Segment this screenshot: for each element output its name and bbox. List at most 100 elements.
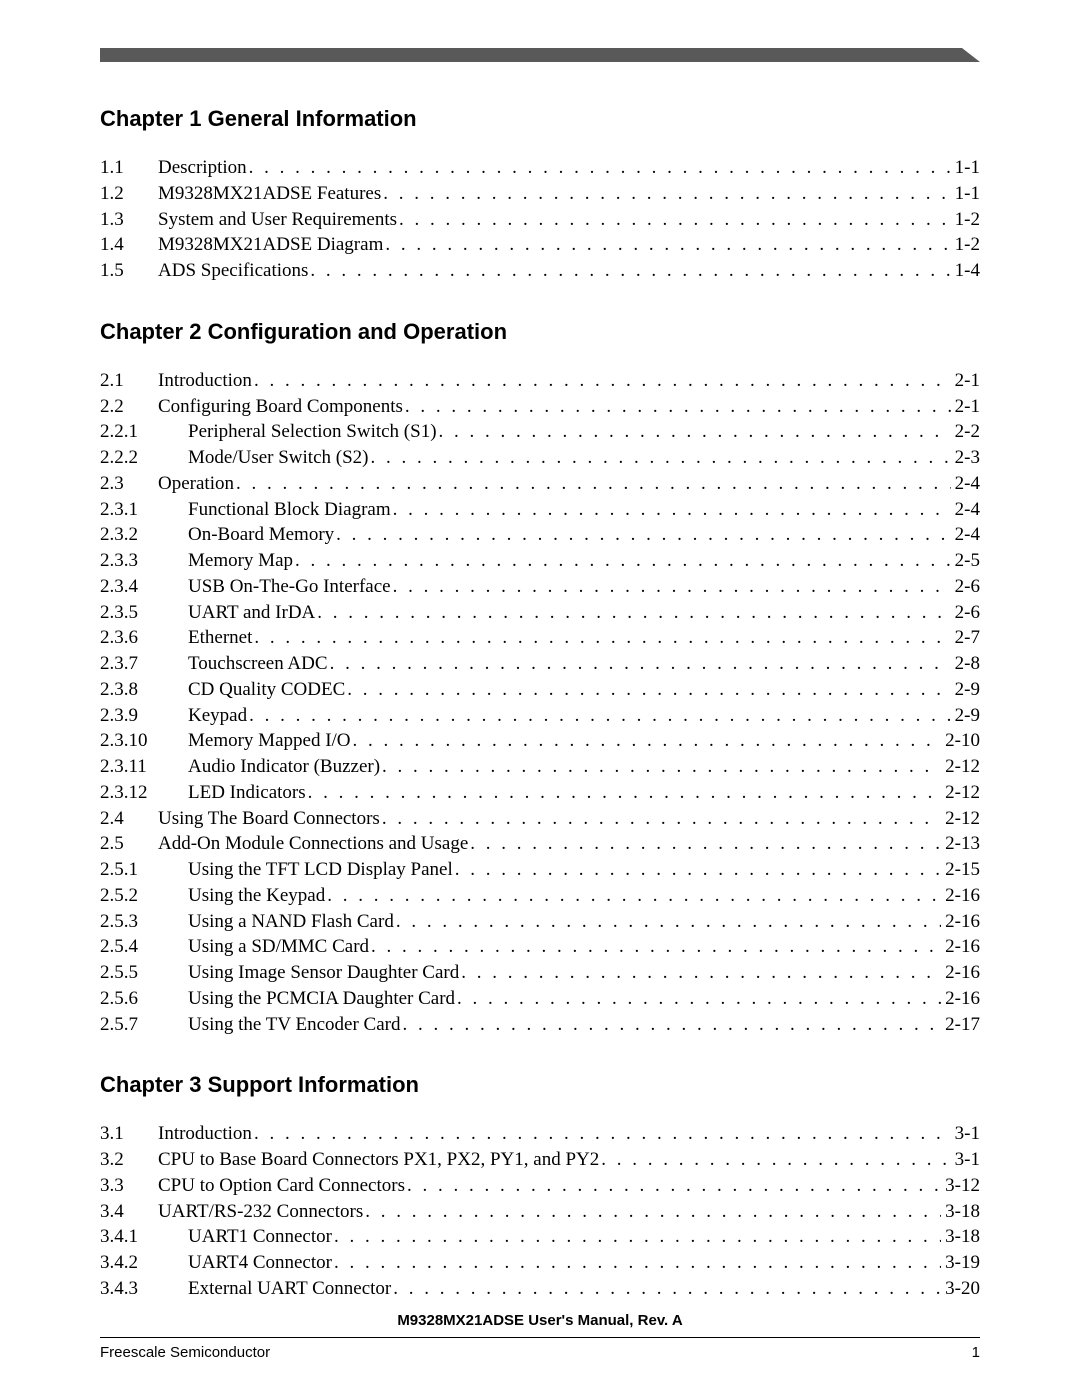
toc-page-ref: 2-8 xyxy=(951,652,980,676)
toc-page-ref: 2-10 xyxy=(941,729,980,753)
toc-section-title: USB On-The-Go Interface xyxy=(158,575,391,599)
toc-page-ref: 2-6 xyxy=(951,575,980,599)
footer-company: Freescale Semiconductor xyxy=(100,1344,270,1361)
toc-page-ref: 3-1 xyxy=(951,1148,980,1172)
page-footer: M9328MX21ADSE User's Manual, Rev. A Free… xyxy=(100,1312,980,1361)
toc-section-title: Audio Indicator (Buzzer) xyxy=(158,755,380,779)
toc-entry: 2.2Configuring Board Components2-1 xyxy=(100,395,980,419)
toc-leader-dots xyxy=(252,1122,951,1146)
toc-leader-dots xyxy=(394,910,941,934)
toc-section-number: 3.2 xyxy=(100,1148,158,1172)
table-of-contents: Chapter 1 General Information 1.1Descript… xyxy=(100,106,980,1301)
toc-section-number: 2.3.7 xyxy=(100,652,158,676)
toc-entry: 2.5.2Using the Keypad2-16 xyxy=(100,884,980,908)
toc-leader-dots xyxy=(315,601,950,625)
toc-leader-dots xyxy=(397,208,951,232)
toc-entry: 1.1Description1-1 xyxy=(100,156,980,180)
toc-page-ref: 2-4 xyxy=(951,498,980,522)
toc-page-ref: 2-16 xyxy=(941,961,980,985)
toc-section-number: 2.5.3 xyxy=(100,910,158,934)
footer-line: Freescale Semiconductor 1 xyxy=(100,1344,980,1361)
toc-section-number: 2.3.3 xyxy=(100,549,158,573)
toc-section-title: Configuring Board Components xyxy=(158,395,403,419)
toc-section-number: 1.4 xyxy=(100,233,158,257)
toc-entry: 2.5Add-On Module Connections and Usage2-… xyxy=(100,832,980,856)
toc-entry: 2.2.2Mode/User Switch (S2)2-3 xyxy=(100,446,980,470)
toc-page-ref: 2-5 xyxy=(951,549,980,573)
toc-page-ref: 2-2 xyxy=(951,420,980,444)
toc-section-title: Using the PCMCIA Daughter Card xyxy=(158,987,455,1011)
toc-section-title: Introduction xyxy=(158,1122,252,1146)
toc-section-number: 1.1 xyxy=(100,156,158,180)
chapter-heading: Chapter 2 Configuration and Operation xyxy=(100,319,980,345)
toc-entry: 2.5.3Using a NAND Flash Card2-16 xyxy=(100,910,980,934)
toc-page-ref: 3-18 xyxy=(941,1200,980,1224)
footer-rule xyxy=(100,1337,980,1338)
toc-entry: 3.2CPU to Base Board Connectors PX1, PX2… xyxy=(100,1148,980,1172)
toc-section-number: 2.5.7 xyxy=(100,1013,158,1037)
toc-section-title: Using the Keypad xyxy=(158,884,325,908)
toc-entry: 2.3.6Ethernet2-7 xyxy=(100,626,980,650)
toc-section-number: 2.3.12 xyxy=(100,781,158,805)
toc-entry: 3.4.1UART1 Connector3-18 xyxy=(100,1225,980,1249)
toc-entry: 2.1Introduction2-1 xyxy=(100,369,980,393)
toc-leader-dots xyxy=(252,626,950,650)
toc-entry: 2.3.8CD Quality CODEC2-9 xyxy=(100,678,980,702)
toc-entry: 2.5.4Using a SD/MMC Card2-16 xyxy=(100,935,980,959)
toc-section-title: CPU to Base Board Connectors PX1, PX2, P… xyxy=(158,1148,599,1172)
toc-section-title: Mode/User Switch (S2) xyxy=(158,446,368,470)
chapter-heading: Chapter 1 General Information xyxy=(100,106,980,132)
toc-entry: 2.3.1Functional Block Diagram2-4 xyxy=(100,498,980,522)
toc-leader-dots xyxy=(383,233,950,257)
toc-section-number: 3.4.3 xyxy=(100,1277,158,1301)
toc-section-number: 2.3.2 xyxy=(100,523,158,547)
toc-leader-dots xyxy=(369,935,941,959)
toc-entry: 2.3.3Memory Map 2-5 xyxy=(100,549,980,573)
toc-page-ref: 2-7 xyxy=(951,626,980,650)
toc-section-title: Peripheral Selection Switch (S1) xyxy=(158,420,437,444)
toc-entry: 2.5.5Using Image Sensor Daughter Card2-1… xyxy=(100,961,980,985)
toc-section-number: 2.3.10 xyxy=(100,729,158,753)
toc-leader-dots xyxy=(351,729,942,753)
toc-page-ref: 3-18 xyxy=(941,1225,980,1249)
header-bar xyxy=(100,48,980,62)
toc-leader-dots xyxy=(332,1225,941,1249)
toc-page-ref: 2-12 xyxy=(941,807,980,831)
toc-page-ref: 2-6 xyxy=(951,601,980,625)
toc-section-number: 2.3.6 xyxy=(100,626,158,650)
toc-leader-dots xyxy=(308,259,950,283)
toc-section-number: 3.4 xyxy=(100,1200,158,1224)
toc-section-number: 2.5 xyxy=(100,832,158,856)
toc-section-title: Touchscreen ADC xyxy=(158,652,328,676)
footer-manual-title: M9328MX21ADSE User's Manual, Rev. A xyxy=(100,1312,980,1337)
toc-section-number: 2.5.6 xyxy=(100,987,158,1011)
toc-section-title: UART4 Connector xyxy=(158,1251,332,1275)
toc-section-title: On-Board Memory xyxy=(158,523,334,547)
toc-entry: 2.3.2On-Board Memory 2-4 xyxy=(100,523,980,547)
toc-page-ref: 1-4 xyxy=(951,259,980,283)
toc-page-ref: 2-13 xyxy=(941,832,980,856)
toc-section-title: M9328MX21ADSE Diagram xyxy=(158,233,383,257)
toc-entry: 2.5.1Using the TFT LCD Display Panel2-15 xyxy=(100,858,980,882)
toc-section-title: UART1 Connector xyxy=(158,1225,332,1249)
toc-entry: 1.5ADS Specifications1-4 xyxy=(100,259,980,283)
toc-page-ref: 2-12 xyxy=(941,755,980,779)
toc-section-title: Memory Map xyxy=(158,549,293,573)
toc-page-ref: 2-4 xyxy=(951,523,980,547)
toc-leader-dots xyxy=(234,472,951,496)
toc-section-number: 2.1 xyxy=(100,369,158,393)
toc-section-number: 2.3.8 xyxy=(100,678,158,702)
toc-leader-dots xyxy=(325,884,941,908)
toc-section-number: 2.3.11 xyxy=(100,755,158,779)
toc-page-ref: 2-16 xyxy=(941,935,980,959)
toc-section-title: Using the TV Encoder Card xyxy=(158,1013,400,1037)
toc-section-number: 2.5.1 xyxy=(100,858,158,882)
toc-section-number: 1.2 xyxy=(100,182,158,206)
toc-entry: 2.4Using The Board Connectors2-12 xyxy=(100,807,980,831)
toc-leader-dots xyxy=(334,523,951,547)
toc-section-title: ADS Specifications xyxy=(158,259,308,283)
toc-page-ref: 2-1 xyxy=(951,369,980,393)
toc-entry: 2.3.9Keypad2-9 xyxy=(100,704,980,728)
toc-section-number: 2.3.9 xyxy=(100,704,158,728)
toc-section-title: Keypad xyxy=(158,704,247,728)
